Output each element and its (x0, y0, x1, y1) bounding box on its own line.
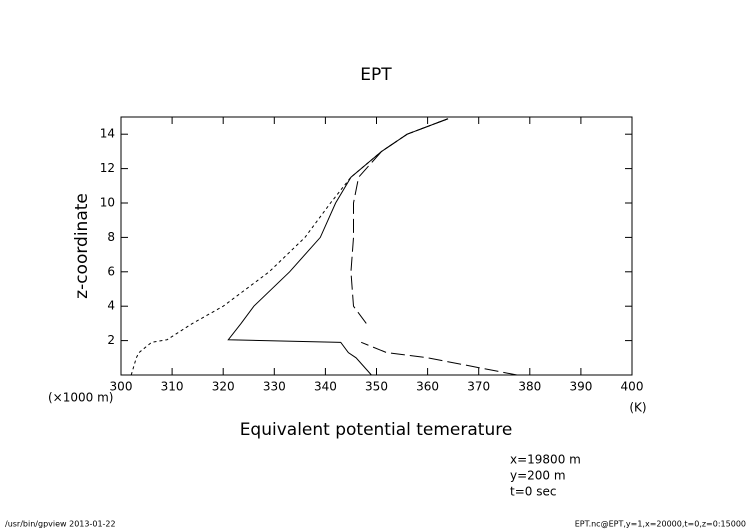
y-tick-label: 6 (107, 264, 115, 278)
y-tick-label: 12 (100, 161, 115, 175)
footer: EPT.nc@EPT,y=1,x=20000,t=0,z=0:15000 (575, 520, 746, 529)
x-tick-label: 330 (263, 380, 286, 394)
annotation: t=0 sec (510, 485, 556, 499)
x-tick-label: 340 (314, 380, 337, 394)
series-line (130, 118, 449, 376)
y-tick-label: 14 (100, 127, 115, 141)
series-line (227, 118, 449, 376)
y-tick-label: 8 (107, 230, 115, 244)
x-axis-label: Equivalent potential temerature (240, 420, 513, 440)
x-tick-label: 320 (212, 380, 235, 394)
x-tick-label: 400 (621, 380, 644, 394)
y-tick-label: 4 (107, 299, 115, 313)
y-tick-label: 2 (107, 333, 115, 347)
x-tick-label: 300 (110, 380, 133, 394)
x-tick-label: 370 (467, 380, 490, 394)
y-tick-label: 10 (100, 196, 115, 210)
y-unit: (×1000 m) (48, 391, 113, 405)
x-tick-label: 360 (416, 380, 439, 394)
chart-title: EPT (360, 65, 392, 85)
series-line (350, 118, 518, 376)
x-tick-label: 390 (569, 380, 592, 394)
x-tick-label: 380 (518, 380, 541, 394)
x-unit: (K) (629, 401, 646, 415)
y-axis-label: z-coordinate (72, 193, 92, 299)
x-tick-label: 310 (161, 380, 184, 394)
annotation: y=200 m (510, 469, 566, 483)
annotation: x=19800 m (510, 453, 581, 467)
x-tick-label: 350 (365, 380, 388, 394)
footer: /usr/bin/gpview 2013-01-22 (5, 520, 116, 529)
